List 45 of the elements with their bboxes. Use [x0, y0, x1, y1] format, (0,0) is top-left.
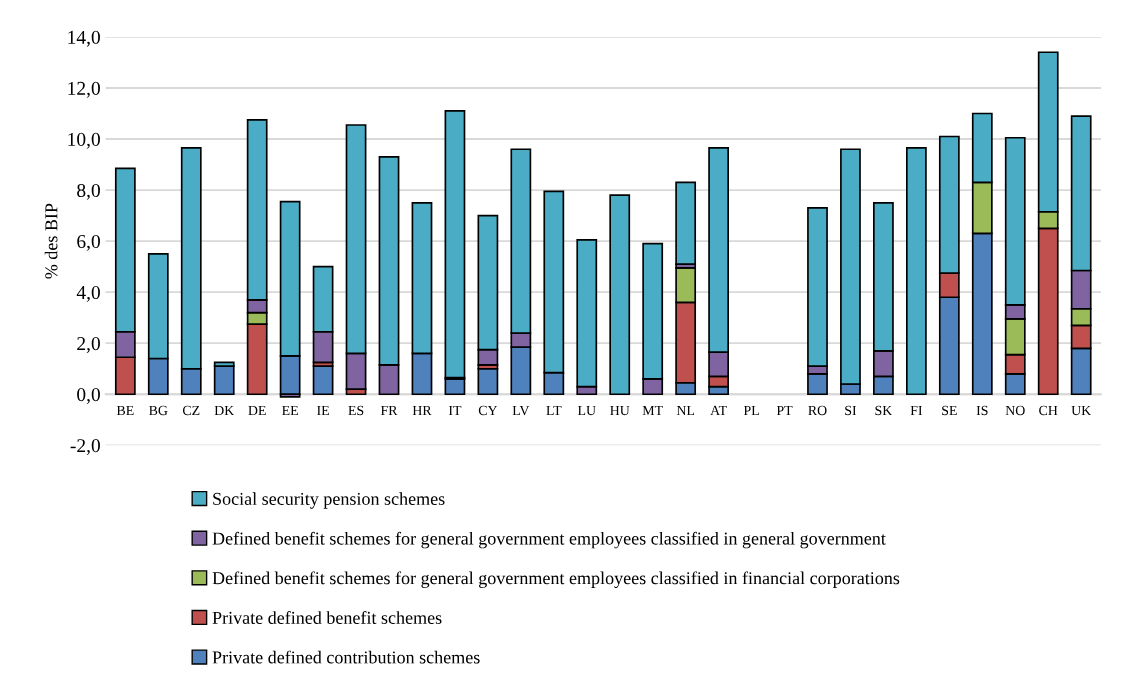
y-tick-label: 8,0	[77, 183, 100, 200]
x-tick-label: LU	[577, 405, 596, 416]
x-tick-label: BE	[116, 405, 134, 416]
x-tick-label: LT	[546, 405, 562, 415]
legend-label: Private defined contribution schemes	[212, 650, 480, 664]
y-tick-label: 0,0	[77, 388, 100, 404]
x-tick-label: HU	[610, 405, 630, 416]
y-axis-title: % des BIP	[44, 203, 58, 279]
y-tick-label: 14,0	[68, 30, 100, 47]
x-tick-label: SI	[845, 405, 857, 416]
x-tick-label: NL	[676, 405, 695, 415]
x-tick-label: EE	[282, 405, 298, 415]
x-tick-label: SE	[942, 405, 957, 416]
x-tick-label: IE	[317, 405, 329, 415]
x-tick-label: FR	[380, 405, 398, 415]
x-tick-label: NO	[1005, 405, 1025, 416]
x-tick-label: FI	[910, 405, 923, 415]
y-tick-label: 10,0	[68, 132, 100, 149]
x-tick-label: PT	[776, 405, 793, 415]
y-tick-label: 2,0	[77, 337, 100, 353]
x-tick-label: AT	[710, 405, 727, 415]
legend-label: Social security pension schemes	[213, 492, 445, 509]
x-tick-label: MT	[642, 405, 663, 415]
x-tick-label: RO	[808, 405, 827, 416]
x-tick-label: LV	[512, 405, 530, 416]
x-tick-label: DE	[248, 405, 266, 416]
x-tick-label: ES	[348, 405, 364, 416]
x-tick-label: CY	[478, 405, 498, 416]
x-tick-label: BG	[149, 405, 168, 416]
x-tick-label: SK	[875, 405, 893, 416]
x-tick-label: CZ	[182, 405, 200, 416]
y-tick-label: -2,0	[70, 439, 100, 456]
legend-label: Defined benefit schemes for general government employees classified in financial corporations	[212, 571, 900, 588]
x-tick-label: IS	[976, 405, 988, 416]
legend-label: Private defined benefit schemes	[212, 611, 442, 624]
y-tick-label: 6,0	[77, 234, 100, 251]
x-tick-label: HR	[412, 405, 432, 415]
y-tick-label: 12,0	[68, 81, 100, 98]
x-tick-label: IT	[448, 405, 462, 415]
x-tick-label: CH	[1039, 405, 1058, 416]
legend-label: Defined benefit schemes for general government employees classified in general government	[212, 531, 886, 549]
x-tick-label: DK	[214, 405, 235, 416]
y-tick-label: 4,0	[76, 285, 100, 302]
x-tick-label: UK	[1071, 405, 1092, 416]
x-tick-label: PL	[743, 405, 759, 415]
